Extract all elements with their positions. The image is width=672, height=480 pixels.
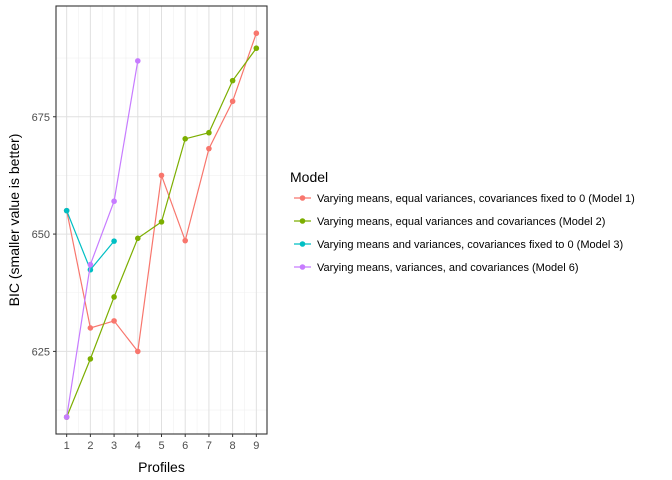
- series-line: [66, 60, 139, 418]
- data-point: [253, 45, 260, 52]
- legend-key-point: [299, 264, 306, 270]
- axis-ticks: 625 650 675 1 2 3 4 5 6 7 8 9: [32, 112, 260, 452]
- x-tick-label: 8: [230, 440, 236, 452]
- x-tick-label: 3: [111, 440, 117, 452]
- legend-label: Varying means, equal variances, covarian…: [317, 193, 635, 205]
- y-tick-label: 675: [32, 112, 50, 124]
- legend-item: Varying means, variances, and covariance…: [294, 262, 578, 274]
- data-point: [111, 294, 117, 300]
- legend-item: Varying means, equal variances and covar…: [294, 216, 605, 228]
- legend-key-point: [299, 195, 306, 201]
- series-3: [63, 207, 117, 273]
- x-tick-label: 6: [182, 440, 188, 452]
- legend-key-point: [299, 241, 306, 247]
- y-tick-label: 650: [32, 229, 50, 241]
- series-4: [63, 58, 141, 420]
- data-point: [87, 325, 94, 331]
- data-point: [63, 207, 70, 214]
- x-tick-label: 2: [87, 440, 93, 452]
- x-tick-label: 4: [135, 440, 141, 452]
- data-point: [206, 145, 212, 152]
- data-point: [158, 172, 165, 179]
- data-point: [182, 136, 189, 142]
- data-point: [229, 77, 236, 84]
- data-point: [206, 129, 212, 136]
- data-point: [253, 30, 260, 37]
- data-point: [87, 356, 94, 362]
- data-point: [111, 198, 117, 205]
- legend-title: Model: [290, 169, 328, 185]
- data-point: [134, 348, 141, 355]
- data-point: [182, 237, 189, 244]
- legend-item: Varying means, equal variances, covarian…: [294, 193, 635, 205]
- x-axis-title: Profiles: [138, 459, 185, 475]
- x-tick-label: 7: [206, 440, 212, 452]
- legend-item: Varying means and variances, covariances…: [294, 239, 623, 251]
- legend: Varying means, equal variances, covarian…: [294, 193, 635, 274]
- data-point: [87, 261, 94, 268]
- x-tick-label: 5: [158, 440, 164, 452]
- legend-label: Varying means, equal variances and covar…: [317, 216, 605, 228]
- data-point: [134, 58, 141, 64]
- legend-label: Varying means and variances, covariances…: [317, 239, 623, 251]
- data-point: [63, 414, 70, 420]
- y-axis-title: BIC (smaller value is better): [6, 134, 22, 307]
- data-point: [111, 238, 117, 244]
- data-point: [111, 318, 117, 324]
- grid-lines: [56, 6, 267, 434]
- data-point: [229, 98, 236, 105]
- legend-key-point: [299, 218, 306, 224]
- data-point: [134, 235, 141, 242]
- x-tick-label: 1: [64, 440, 70, 452]
- y-tick-label: 625: [32, 346, 50, 358]
- series-lines: [63, 30, 260, 420]
- legend-label: Varying means, variances, and covariance…: [317, 262, 578, 274]
- data-point: [158, 219, 165, 225]
- x-tick-label: 9: [253, 440, 259, 452]
